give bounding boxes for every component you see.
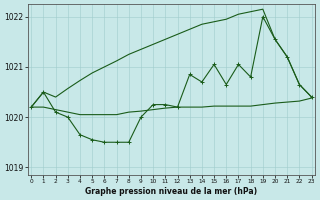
X-axis label: Graphe pression niveau de la mer (hPa): Graphe pression niveau de la mer (hPa) (85, 187, 258, 196)
